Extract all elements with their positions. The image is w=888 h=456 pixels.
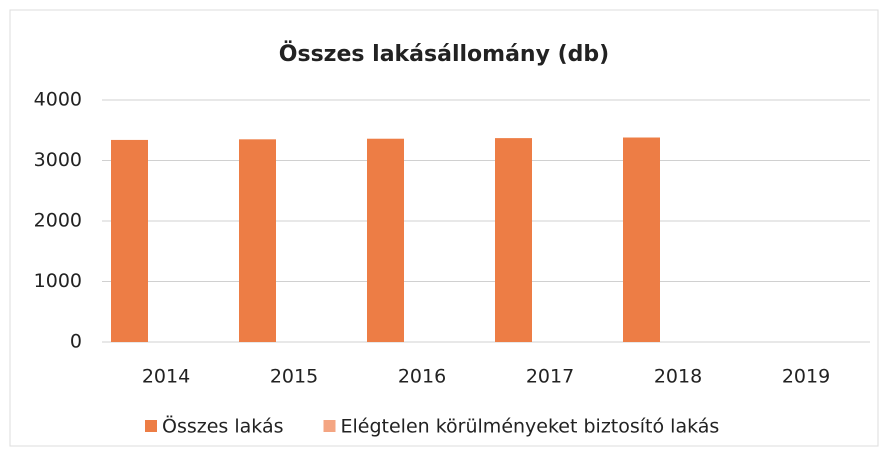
- y-tick-label: 0: [70, 331, 82, 353]
- y-tick-label: 1000: [34, 270, 82, 292]
- x-tick-label: 2014: [142, 366, 190, 388]
- bar: [111, 139, 148, 342]
- bar: [623, 137, 660, 342]
- legend-swatch: [145, 420, 157, 432]
- legend-label: Összes lakás: [162, 415, 284, 438]
- x-tick-label: 2019: [782, 366, 830, 388]
- bar: [367, 138, 404, 342]
- bar: [239, 139, 276, 342]
- legend-label: Elégtelen körülményeket biztosító lakás: [341, 416, 720, 438]
- legend-swatch: [323, 420, 336, 432]
- x-tick-label: 2018: [654, 366, 702, 388]
- chart-title: Összes lakásállomány (db): [279, 41, 609, 67]
- y-tick-label: 4000: [34, 89, 82, 111]
- y-tick-label: 3000: [34, 149, 82, 171]
- x-tick-label: 2016: [398, 366, 446, 388]
- bar: [495, 138, 532, 342]
- x-tick-label: 2017: [526, 366, 574, 388]
- x-tick-label: 2015: [270, 366, 318, 388]
- y-tick-label: 2000: [34, 210, 82, 232]
- chart-frame: [9, 9, 879, 447]
